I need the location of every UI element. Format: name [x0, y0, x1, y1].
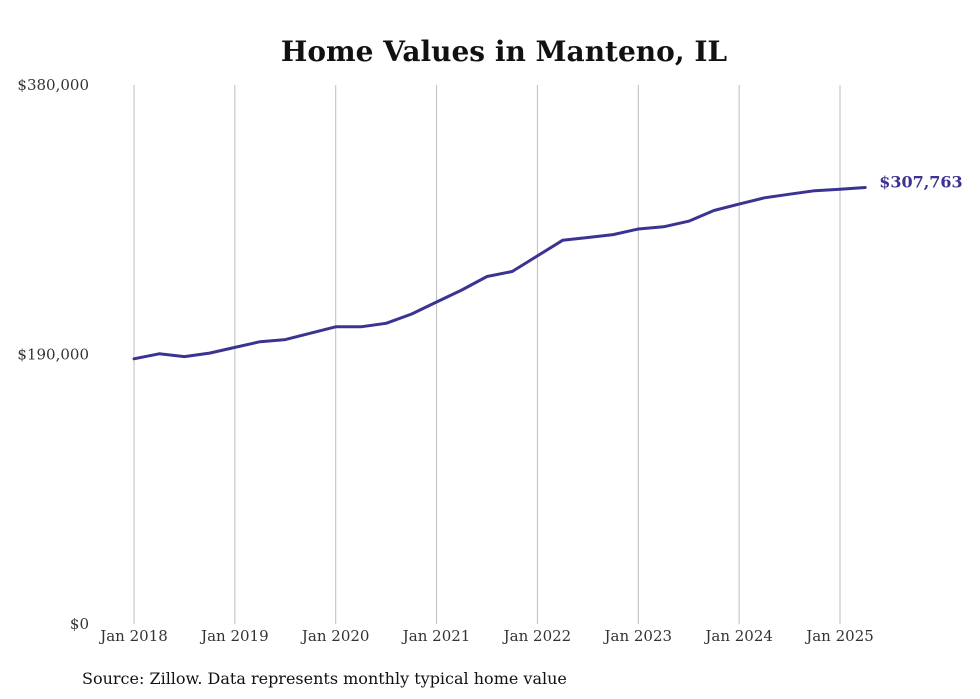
home-value-series-line: [132, 186, 867, 361]
x-tick-label: Jan 2021: [401, 627, 471, 645]
x-axis-ticks: Jan 2018 Jan 2019 Jan 2020 Jan 2021 Jan 2022…: [98, 627, 874, 645]
y-tick-label: $0: [70, 615, 89, 633]
end-value-label: $307,763: [879, 173, 963, 192]
gridlines: [133, 85, 841, 624]
x-tick-label: Jan 2024: [703, 627, 773, 645]
chart-title: Home Values in Manteno, IL: [281, 35, 728, 68]
x-tick-label: Jan 2023: [603, 627, 673, 645]
x-tick-label: Jan 2019: [199, 627, 269, 645]
x-tick-label: Jan 2025: [804, 627, 874, 645]
y-tick-label: $380,000: [17, 76, 89, 94]
y-axis-ticks: $0 $190,000 $380,000: [17, 76, 89, 633]
source-note: Source: Zillow. Data represents monthly …: [82, 669, 567, 688]
x-tick-label: Jan 2022: [502, 627, 572, 645]
x-tick-label: Jan 2018: [98, 627, 168, 645]
x-tick-label: Jan 2020: [300, 627, 370, 645]
y-tick-label: $190,000: [17, 346, 89, 364]
